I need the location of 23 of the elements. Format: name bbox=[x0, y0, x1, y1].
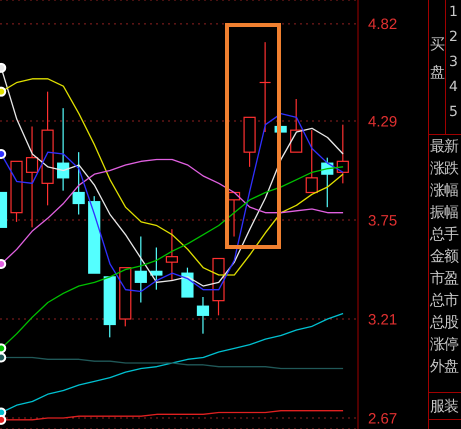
text: 买盘 bbox=[430, 34, 445, 83]
y-tick-label: 3.75 bbox=[368, 212, 398, 230]
text: 5 bbox=[449, 103, 458, 122]
text: 涨跌 bbox=[430, 158, 458, 178]
text: 市盈 bbox=[430, 268, 458, 288]
text: 外盘 bbox=[430, 356, 458, 376]
text: 金额 bbox=[430, 246, 458, 266]
y-tick-label: 4.82 bbox=[368, 16, 398, 34]
text: 总股 bbox=[430, 312, 458, 332]
text: 总市 bbox=[430, 290, 458, 310]
text: 涨停 bbox=[430, 334, 458, 354]
text: 振幅 bbox=[430, 202, 458, 222]
y-tick-label: 2.67 bbox=[368, 410, 398, 428]
text: 服装 bbox=[430, 396, 458, 416]
text: 2 bbox=[449, 28, 458, 47]
text: 1 bbox=[449, 3, 458, 22]
text: 总手 bbox=[430, 224, 458, 244]
y-tick-label: 3.21 bbox=[368, 311, 398, 328]
y-tick-label: 4.29 bbox=[368, 113, 398, 130]
text: 4 bbox=[449, 78, 458, 97]
text: 最新 bbox=[430, 136, 458, 156]
text: 涨幅 bbox=[430, 180, 458, 200]
text: 3 bbox=[449, 53, 458, 72]
